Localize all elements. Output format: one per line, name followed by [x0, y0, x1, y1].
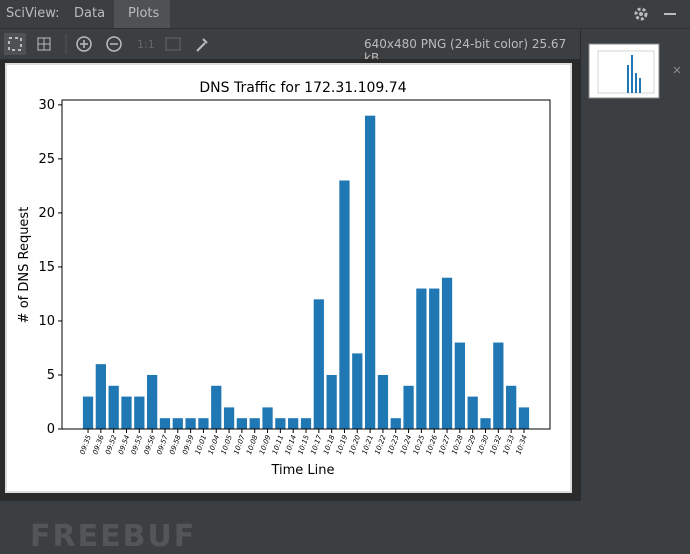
tab-bar: SciView: Data Plots [0, 0, 690, 29]
bar [108, 385, 119, 429]
x-tick-label: 10:34 [514, 434, 528, 456]
bar [339, 180, 350, 429]
tab-selected-bg [114, 0, 170, 28]
thumbnail-bars [627, 55, 641, 93]
tab-data[interactable]: Data [74, 6, 106, 21]
x-axis-label: Time Line [270, 463, 334, 478]
zoom-in-icon[interactable] [76, 36, 92, 52]
bar [377, 374, 389, 429]
background-icon[interactable] [165, 37, 181, 51]
bar [134, 396, 145, 429]
bar [467, 396, 478, 429]
bar [429, 288, 440, 429]
bar [493, 342, 504, 429]
thumbnail[interactable] [588, 43, 690, 101]
bar [95, 364, 106, 429]
thumbnail-image [588, 43, 660, 99]
axes-frame [61, 99, 551, 430]
bar [506, 385, 517, 429]
bar [198, 418, 209, 429]
bar [313, 299, 324, 429]
bar [172, 418, 183, 429]
bar [275, 418, 286, 429]
bar [326, 374, 337, 429]
y-axis-label: # of DNS Request [17, 207, 32, 324]
bar [441, 277, 453, 429]
bar [121, 396, 132, 429]
bar [403, 385, 414, 429]
actual-size[interactable]: 1:1 [137, 38, 155, 51]
bar [249, 418, 260, 429]
y-tick-label: 25 [38, 152, 55, 167]
tab-plots[interactable]: Plots [128, 6, 160, 21]
y-tick-label: 30 [38, 98, 55, 113]
bar [390, 418, 401, 429]
fit-bg [4, 33, 26, 55]
bar [364, 115, 376, 429]
zoom-out-icon[interactable] [106, 36, 122, 52]
toolbar-icons: 1:1 [4, 33, 208, 55]
bar [147, 374, 158, 429]
chart-title: DNS Traffic for 172.31.109.74 [199, 80, 406, 96]
thumbnail-panel [580, 29, 690, 501]
bar [416, 288, 427, 429]
watermark: FREEBUF [30, 519, 197, 554]
gear-center [639, 12, 643, 16]
bar [518, 407, 530, 429]
zoom-in-plus [80, 40, 88, 48]
bar [262, 407, 273, 429]
sciview-label: SciView: [6, 6, 60, 21]
gear-icon[interactable] [634, 7, 648, 21]
bar [236, 418, 248, 429]
bar [288, 418, 299, 429]
bar [223, 407, 235, 429]
y-tick-label: 5 [47, 368, 55, 383]
bar [300, 418, 312, 429]
fit-icon[interactable] [8, 37, 22, 51]
bar [480, 418, 491, 429]
y-tick-label: 10 [38, 314, 55, 329]
y-tick-label: 20 [38, 206, 55, 221]
bar [211, 385, 222, 429]
image-area: DNS Traffic for 172.31.109.74 Time Line … [0, 59, 580, 554]
window-icons [634, 7, 676, 21]
close-icon[interactable] [673, 66, 681, 74]
y-tick-label: 0 [47, 422, 55, 437]
thumbnail-axes [597, 50, 655, 94]
bar [185, 418, 196, 429]
bar [82, 396, 94, 429]
chart: DNS Traffic for 172.31.109.74 Time Line … [5, 63, 572, 493]
bar [352, 353, 363, 429]
bar [159, 418, 171, 429]
y-tick-label: 15 [38, 260, 55, 275]
toolbar: 1:1 640x480 PNG (24-bit color) 25.67 kB [0, 29, 580, 65]
bar [454, 342, 465, 429]
picker-icon[interactable] [196, 38, 208, 52]
